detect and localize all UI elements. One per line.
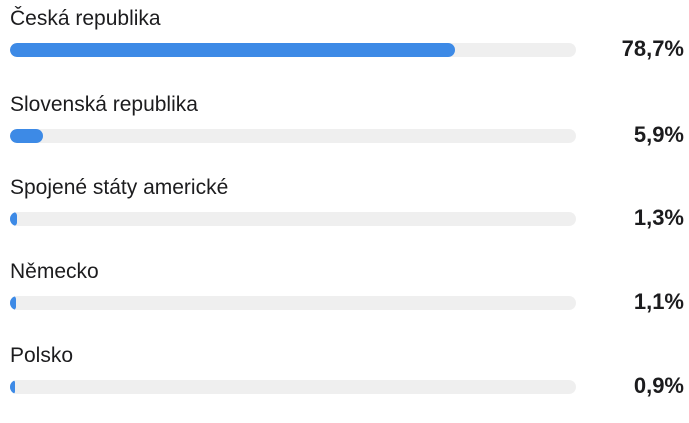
progress-bar-fill xyxy=(10,380,16,394)
country-label: Německo xyxy=(10,260,99,283)
progress-bar-track xyxy=(10,212,576,226)
country-label: Polsko xyxy=(10,344,74,367)
progress-bar-track xyxy=(10,380,576,394)
stat-row-united-states: Spojené státy americké 1,3% xyxy=(0,175,689,255)
progress-bar-track xyxy=(10,129,576,143)
progress-bar-fill xyxy=(10,43,456,57)
percentage-value: 0,9% xyxy=(633,373,684,398)
progress-bar-fill xyxy=(10,296,17,310)
stat-row-poland: Polsko 0,9% xyxy=(0,343,689,423)
percentage-value: 5,9% xyxy=(633,122,684,147)
country-label: Česká republika xyxy=(10,7,161,30)
percentage-value: 1,1% xyxy=(633,289,684,314)
country-label: Slovenská republika xyxy=(10,93,198,116)
country-label: Spojené státy americké xyxy=(10,176,229,199)
stat-row-slovak-republic: Slovenská republika 5,9% xyxy=(0,92,689,172)
progress-bar-track xyxy=(10,43,576,57)
progress-bar-fill xyxy=(10,129,44,143)
progress-bar-fill xyxy=(10,212,18,226)
stat-row-germany: Německo 1,1% xyxy=(0,259,689,339)
stat-row-czech-republic: Česká republika 78,7% xyxy=(0,6,689,86)
percentage-value: 1,3% xyxy=(633,205,684,230)
progress-bar-track xyxy=(10,296,576,310)
percentage-value: 78,7% xyxy=(621,36,684,61)
